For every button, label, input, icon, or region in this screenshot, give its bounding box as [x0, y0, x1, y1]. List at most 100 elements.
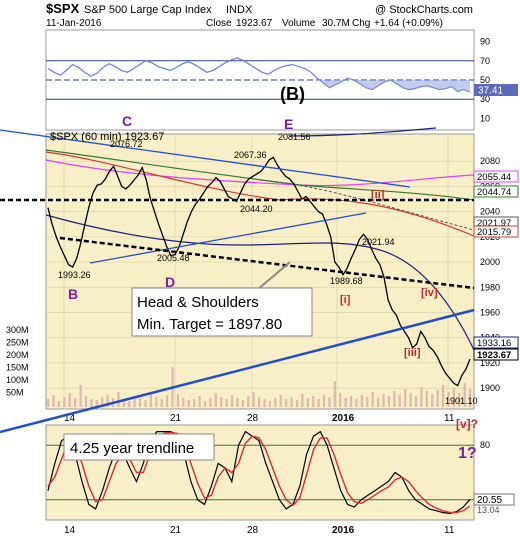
right-label-box [473, 170, 519, 183]
x-label-bottom: 28 [247, 525, 259, 536]
volume-bar [106, 395, 109, 407]
volume-bar [144, 400, 147, 407]
volume-bar [312, 396, 315, 407]
volume-bar [452, 388, 455, 407]
volume-bar [409, 393, 412, 407]
volume-bar [176, 394, 180, 407]
top-last-value: 37.41 [478, 86, 503, 97]
neckline [59, 236, 475, 290]
volume-bar [436, 390, 439, 407]
price-tick-label: 2000 [480, 257, 500, 267]
header-volume-value: 30.7M [322, 18, 350, 29]
trendline-label-box [63, 433, 215, 461]
right-label-text: 2055.44 [477, 172, 511, 183]
volume-bar [47, 399, 50, 407]
price-annotation: 2081.56 [278, 132, 311, 142]
right-label-box [473, 348, 519, 361]
volume-bar [274, 398, 277, 407]
wave-label: C [122, 113, 132, 129]
ma-line-red [45, 151, 475, 237]
volume-tick-label: 50M [6, 388, 24, 398]
volume-bar [95, 400, 98, 407]
volume-bar [431, 394, 434, 407]
trend-lines [0, 129, 475, 290]
volume-bar [79, 385, 82, 407]
volume-bar [57, 401, 61, 407]
volume-tick-label: 300M [6, 325, 29, 335]
volume-bar [63, 397, 66, 407]
volume-bar [285, 399, 288, 407]
volume-bar [258, 397, 261, 407]
wave-label: [iii] [404, 347, 421, 359]
price-annotation: 1993.26 [58, 270, 91, 280]
x-label-bottom: 2016 [332, 525, 355, 536]
volume-bar [279, 395, 282, 407]
ma-line-green [45, 149, 475, 201]
watermark: @ StockCharts.com [375, 4, 473, 16]
right-label-box [473, 185, 519, 198]
volume-bar [387, 396, 391, 407]
volume-bar [371, 392, 374, 407]
header-date: 11-Jan-2016 [46, 18, 102, 29]
callout-line-1: Head & Shoulders [137, 294, 259, 311]
volume-bar [360, 395, 363, 407]
volume-bar [339, 393, 342, 407]
volume-axis-ticks: 300M 250M 200M 150M 100M 50M [6, 325, 29, 398]
price-annotation: 2005.48 [157, 253, 190, 263]
callout-box [131, 287, 313, 337]
volume-bar [268, 401, 272, 407]
volume-bar [160, 399, 163, 407]
top-indicator-line [47, 57, 471, 93]
volume-bar [138, 398, 142, 407]
callout-line-2: Min. Target = 1897.80 [137, 316, 282, 333]
price-annotation: 1989.68 [330, 276, 363, 286]
volume-tick-label: 100M [6, 375, 29, 385]
price-tick-label: 1980 [480, 282, 500, 292]
volume-bar [122, 399, 125, 407]
price-tick-label: 2080 [480, 156, 500, 166]
bottom-last-value-1: 20.55 [477, 495, 502, 506]
volume-bar [328, 397, 331, 407]
header-chg-label: Chg [352, 18, 370, 29]
volume-bar [404, 389, 407, 407]
price-tick-label: 1920 [480, 358, 500, 368]
volume-bar [447, 392, 450, 407]
price-annotation: 2021.94 [362, 237, 395, 247]
volume-bar [74, 398, 77, 407]
volume-bar [241, 400, 244, 407]
top-axis-ticks: 90 70 50 30 10 [480, 37, 490, 124]
top-last-value-box [474, 84, 518, 96]
volume-bar [463, 383, 466, 407]
price-annotation: 2076.72 [110, 139, 143, 149]
wave-label: [iv] [421, 287, 438, 299]
ma-line-navy-top [289, 127, 437, 137]
right-label-text: 1923.67 [477, 350, 511, 361]
volume-bar [225, 399, 228, 407]
x-label-bottom: 21 [170, 525, 182, 536]
volume-bar [295, 400, 299, 407]
volume-bar [393, 391, 396, 407]
ma-line-navy [45, 214, 475, 351]
volume-bar [441, 385, 445, 407]
long-trendline [0, 308, 475, 434]
x-label-bottom: 11 [444, 525, 455, 536]
price-annotation: 2044.20 [240, 204, 273, 214]
volume-bar [458, 393, 461, 407]
volume-bar [306, 398, 309, 407]
volume-bar [52, 395, 55, 407]
volume-bar [420, 387, 423, 407]
top-tick-label: 90 [480, 37, 490, 47]
x-label: 14 [64, 413, 76, 424]
volume-bar [187, 400, 190, 407]
x-label-bottom: 14 [64, 525, 76, 536]
wave-label: [ii] [371, 189, 385, 201]
wave-label: [i] [340, 294, 351, 306]
header-symbol: $SPX [46, 1, 80, 16]
right-label-box [473, 225, 519, 238]
right-label-box [473, 336, 519, 349]
volume-bar [263, 399, 266, 407]
volume-tick-label: 250M [6, 338, 29, 348]
bottom-last-value-2: 13.04 [477, 505, 500, 515]
volume-bar [214, 393, 217, 407]
